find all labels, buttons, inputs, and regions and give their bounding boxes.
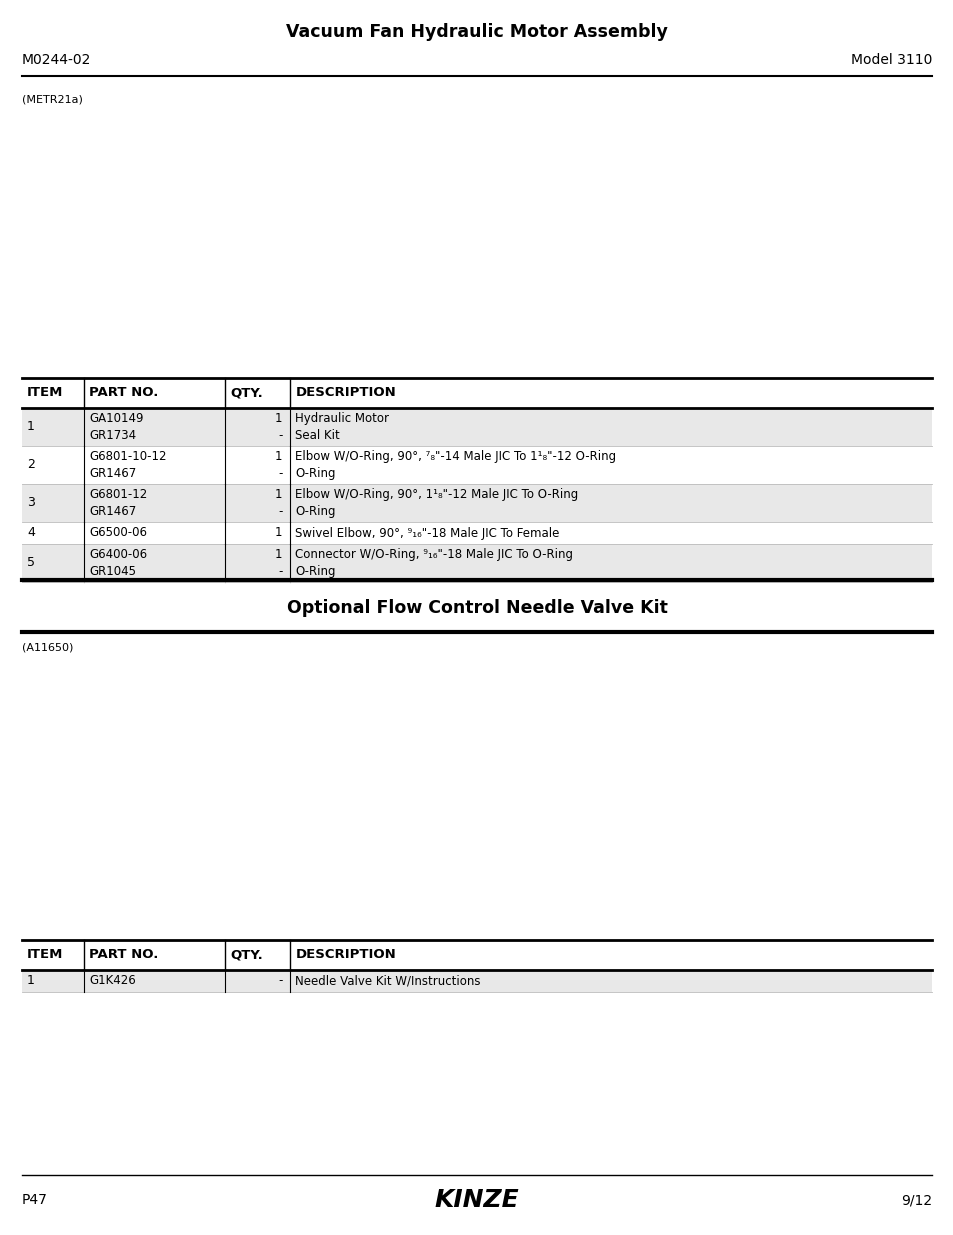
Text: 4: 4 bbox=[27, 526, 35, 540]
Text: Swivel Elbow, 90°, ⁹₁₆"-18 Male JIC To Female: Swivel Elbow, 90°, ⁹₁₆"-18 Male JIC To F… bbox=[295, 526, 559, 540]
Text: -: - bbox=[277, 467, 282, 480]
Text: O-Ring: O-Ring bbox=[295, 505, 335, 517]
Text: G1K426: G1K426 bbox=[89, 974, 135, 988]
Text: O-Ring: O-Ring bbox=[295, 564, 335, 578]
Bar bbox=[22, 446, 931, 484]
Text: GA10149: GA10149 bbox=[89, 412, 143, 425]
Text: 1: 1 bbox=[274, 488, 282, 501]
Text: Needle Valve Kit W/Instructions: Needle Valve Kit W/Instructions bbox=[295, 974, 480, 988]
Text: (A11650): (A11650) bbox=[22, 643, 73, 653]
Text: QTY.: QTY. bbox=[230, 948, 262, 962]
Text: Elbow W/O-Ring, 90°, 1¹₈"-12 Male JIC To O-Ring: Elbow W/O-Ring, 90°, 1¹₈"-12 Male JIC To… bbox=[295, 488, 578, 501]
Text: G6801-12: G6801-12 bbox=[89, 488, 147, 501]
Text: -: - bbox=[277, 564, 282, 578]
Text: P47: P47 bbox=[22, 1193, 48, 1207]
Text: G6801-10-12: G6801-10-12 bbox=[89, 450, 166, 463]
Text: 9/12: 9/12 bbox=[900, 1193, 931, 1207]
Text: GR1467: GR1467 bbox=[89, 505, 136, 517]
Text: GR1467: GR1467 bbox=[89, 467, 136, 480]
Text: 3: 3 bbox=[27, 496, 35, 510]
Text: GR1045: GR1045 bbox=[89, 564, 135, 578]
Text: 1: 1 bbox=[274, 412, 282, 425]
Text: DESCRIPTION: DESCRIPTION bbox=[295, 948, 395, 962]
Text: PART NO.: PART NO. bbox=[89, 387, 158, 399]
Bar bbox=[22, 484, 931, 522]
Bar bbox=[22, 408, 931, 446]
Text: 2: 2 bbox=[27, 458, 35, 472]
Text: ITEM: ITEM bbox=[27, 387, 63, 399]
Text: G6400-06: G6400-06 bbox=[89, 548, 147, 561]
Text: O-Ring: O-Ring bbox=[295, 467, 335, 480]
Bar bbox=[22, 543, 931, 582]
Text: (METR21a): (METR21a) bbox=[22, 95, 83, 105]
Text: GR1734: GR1734 bbox=[89, 429, 136, 442]
Bar bbox=[22, 522, 931, 543]
Text: 1: 1 bbox=[274, 450, 282, 463]
Text: G6500-06: G6500-06 bbox=[89, 526, 147, 540]
Text: Model 3110: Model 3110 bbox=[850, 53, 931, 67]
Text: ITEM: ITEM bbox=[27, 948, 63, 962]
Text: Seal Kit: Seal Kit bbox=[295, 429, 340, 442]
Text: Elbow W/O-Ring, 90°, ⁷₈"-14 Male JIC To 1¹₈"-12 O-Ring: Elbow W/O-Ring, 90°, ⁷₈"-14 Male JIC To … bbox=[295, 450, 616, 463]
Text: Connector W/O-Ring, ⁹₁₆"-18 Male JIC To O-Ring: Connector W/O-Ring, ⁹₁₆"-18 Male JIC To … bbox=[295, 548, 573, 561]
Text: 1: 1 bbox=[274, 548, 282, 561]
Text: DESCRIPTION: DESCRIPTION bbox=[295, 387, 395, 399]
Text: 1: 1 bbox=[27, 420, 35, 433]
Text: Vacuum Fan Hydraulic Motor Assembly: Vacuum Fan Hydraulic Motor Assembly bbox=[286, 23, 667, 41]
Text: 1: 1 bbox=[274, 526, 282, 540]
Text: QTY.: QTY. bbox=[230, 387, 262, 399]
Text: KINZE: KINZE bbox=[435, 1188, 518, 1212]
Bar bbox=[22, 969, 931, 992]
Text: M0244-02: M0244-02 bbox=[22, 53, 91, 67]
Text: -: - bbox=[277, 974, 282, 988]
Text: -: - bbox=[277, 505, 282, 517]
Text: 1: 1 bbox=[27, 974, 35, 988]
Text: 5: 5 bbox=[27, 557, 35, 569]
Text: PART NO.: PART NO. bbox=[89, 948, 158, 962]
Text: -: - bbox=[277, 429, 282, 442]
Text: Optional Flow Control Needle Valve Kit: Optional Flow Control Needle Valve Kit bbox=[286, 599, 667, 618]
Text: Hydraulic Motor: Hydraulic Motor bbox=[295, 412, 389, 425]
